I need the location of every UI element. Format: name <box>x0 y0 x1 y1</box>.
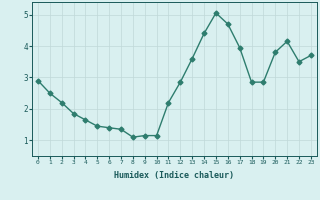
X-axis label: Humidex (Indice chaleur): Humidex (Indice chaleur) <box>115 171 234 180</box>
